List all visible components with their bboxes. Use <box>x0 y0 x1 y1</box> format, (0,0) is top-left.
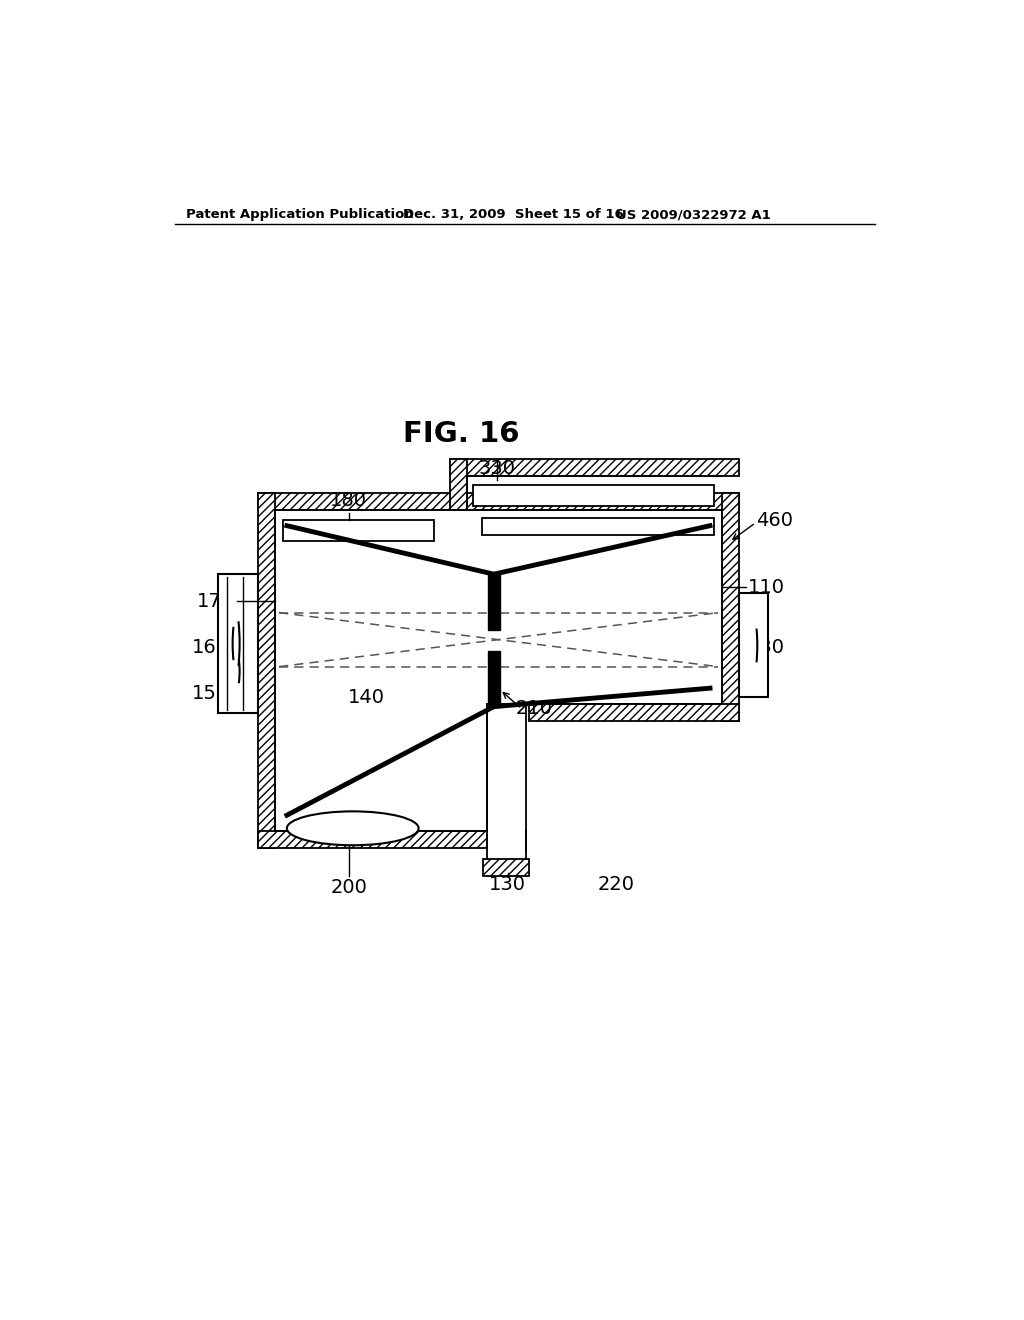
Bar <box>258 494 738 511</box>
Text: 150: 150 <box>191 684 228 704</box>
Text: 200: 200 <box>331 878 368 898</box>
Text: 110: 110 <box>748 578 785 597</box>
Bar <box>482 517 714 535</box>
Text: 460: 460 <box>756 511 793 529</box>
Text: 180: 180 <box>331 491 368 511</box>
Bar <box>473 484 714 507</box>
Bar <box>218 574 258 713</box>
Text: 220: 220 <box>598 875 635 894</box>
Bar <box>450 459 467 511</box>
Bar <box>487 574 500 630</box>
Bar <box>722 494 738 721</box>
Bar <box>275 511 722 704</box>
Bar <box>258 494 275 847</box>
Text: 140: 140 <box>348 688 385 708</box>
Text: 170: 170 <box>198 591 234 611</box>
Text: 210: 210 <box>515 700 553 718</box>
Bar <box>258 830 486 847</box>
Bar <box>487 651 500 706</box>
Text: US 2009/0322972 A1: US 2009/0322972 A1 <box>616 209 771 222</box>
Bar <box>450 459 738 475</box>
Text: Patent Application Publication: Patent Application Publication <box>186 209 414 222</box>
Bar <box>738 594 768 697</box>
Text: Dec. 31, 2009  Sheet 15 of 16: Dec. 31, 2009 Sheet 15 of 16 <box>403 209 624 222</box>
Text: 230: 230 <box>748 638 785 657</box>
Text: FIG. 16: FIG. 16 <box>403 420 519 449</box>
Ellipse shape <box>287 812 419 845</box>
Bar <box>483 859 529 876</box>
Bar <box>283 520 434 541</box>
Text: 130: 130 <box>489 875 526 894</box>
Bar <box>529 704 738 721</box>
Text: 160: 160 <box>191 638 228 657</box>
Bar <box>275 511 486 830</box>
Text: 330: 330 <box>478 459 515 478</box>
